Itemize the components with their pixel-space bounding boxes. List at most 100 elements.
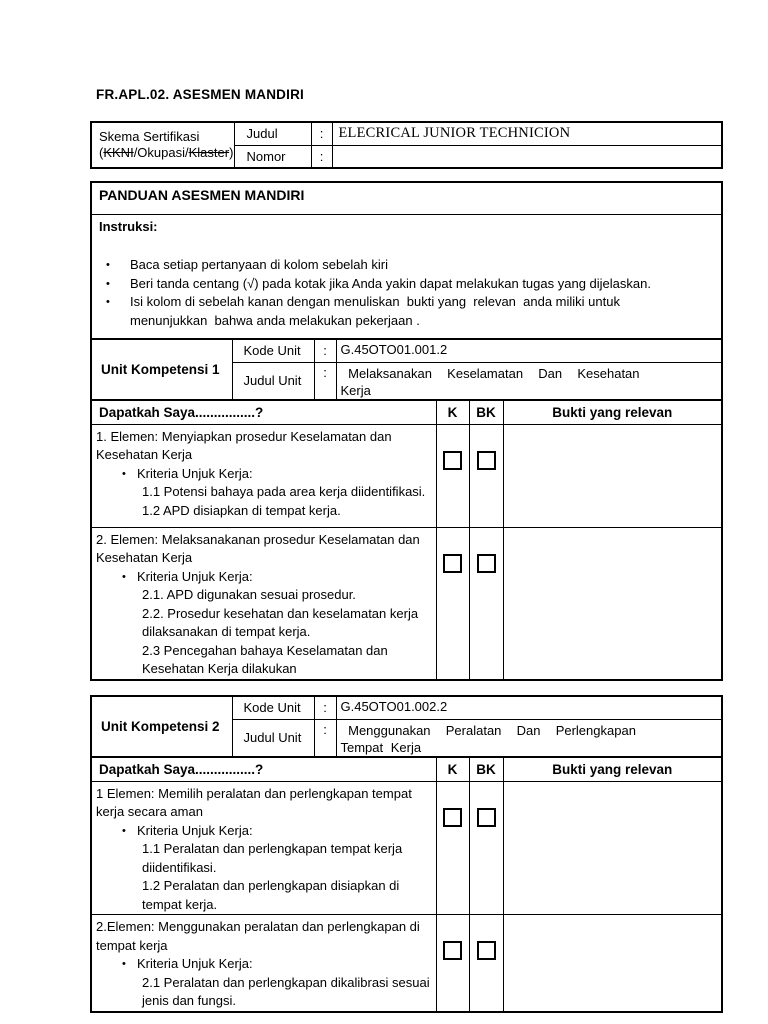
kuk-label: Kriteria Unjuk Kerja: — [137, 822, 253, 838]
question-header: Dapatkah Saya................? — [90, 399, 437, 425]
k-checkbox[interactable] — [443, 553, 462, 573]
bullet-icon: • — [122, 467, 126, 480]
bk-cell — [468, 423, 504, 528]
judul-unit-label: Judul Unit — [231, 361, 315, 400]
evidence-cell[interactable] — [502, 526, 723, 680]
kuk-line: • Kriteria Unjuk Kerja: — [122, 465, 432, 484]
page-title: FR.APL.02. ASESMEN MANDIRI — [96, 87, 304, 102]
k-checkbox[interactable] — [443, 450, 462, 470]
judul-unit-label: Judul Unit — [231, 718, 315, 757]
kode-unit-value: G.45OTO01.001.2 — [335, 338, 723, 363]
panduan-instructions: Instruksi: • Baca setiap pertanyaan di k… — [92, 215, 721, 338]
instruction-item: • Isi kolom di sebelah kanan dengan menu… — [99, 293, 713, 330]
kuk-line: • Kriteria Unjuk Kerja: — [122, 568, 432, 587]
colon: : — [313, 361, 337, 400]
criteria-item: 1.2 Peralatan dan perlengkapan disiapkan… — [142, 878, 400, 912]
bullet-icon: • — [122, 824, 126, 837]
bk-cell — [468, 526, 504, 680]
element-title: 1 Elemen: Memilih peralatan dan perlengk… — [96, 785, 412, 820]
colon: : — [313, 338, 337, 363]
criteria-item: 1.2 APD disiapkan di tempat kerja. — [142, 502, 341, 518]
kode-unit-label: Kode Unit — [231, 695, 315, 720]
colon: : — [313, 695, 337, 720]
colon: : — [310, 121, 333, 146]
k-checkbox[interactable] — [443, 807, 462, 827]
colon: : — [310, 144, 333, 169]
nomor-value[interactable] — [331, 144, 723, 169]
instruction-text: Baca setiap pertanyaan di kolom sebelah … — [130, 257, 388, 272]
kuk-line: • Kriteria Unjuk Kerja: — [122, 955, 432, 974]
bk-cell — [468, 780, 504, 915]
element-title: 2.Elemen: Menggunakan peralatan dan perl… — [96, 919, 420, 953]
criteria-item: 2.2. Prosedur kesehatan dan keselamatan … — [142, 605, 419, 640]
k-column-header: K — [435, 399, 470, 425]
kuk-label: Kriteria Unjuk Kerja: — [137, 465, 253, 481]
bullet-icon: • — [106, 259, 110, 271]
nomor-label: Nomor — [233, 144, 312, 169]
unit-kompetensi-2-table: Unit Kompetensi 2 Kode Unit : G.45OTO01.… — [90, 695, 723, 1013]
bk-column-header: BK — [468, 399, 504, 425]
judul-label: Judul — [233, 121, 312, 146]
element-cell: 1. Elemen: Menyiapkan prosedur Keselamat… — [90, 423, 437, 528]
question-header: Dapatkah Saya................? — [90, 756, 437, 782]
evidence-column-header: Bukti yang relevan — [502, 756, 723, 782]
scheme-line1: Skema Sertifikasi — [99, 128, 200, 144]
judul-unit-value: Melaksanakan Keselamatan Dan Kesehatan K… — [335, 361, 723, 400]
criteria-item: 2.3 Pencegahan bahaya Keselamatan dan Ke… — [142, 642, 388, 677]
kuk-label: Kriteria Unjuk Kerja: — [137, 568, 253, 584]
bk-checkbox[interactable] — [476, 553, 496, 573]
evidence-cell[interactable] — [502, 423, 723, 528]
panduan-title: PANDUAN ASESMEN MANDIRI — [92, 183, 721, 215]
element-title: 2. Elemen: Melaksanakanan prosedur Kesel… — [96, 531, 420, 566]
bullet-icon: • — [122, 958, 126, 970]
table-row: 1. Elemen: Menyiapkan prosedur Keselamat… — [90, 423, 723, 528]
struck-kkni: KKNI — [103, 145, 134, 160]
bk-checkbox[interactable] — [476, 941, 496, 960]
unit-name: Unit Kompetensi 1 — [90, 338, 233, 400]
bk-checkbox[interactable] — [476, 450, 496, 470]
element-cell: 1 Elemen: Memilih peralatan dan perlengk… — [90, 780, 437, 915]
k-cell — [435, 914, 470, 1012]
element-cell: 2.Elemen: Menggunakan peralatan dan perl… — [90, 914, 437, 1012]
evidence-cell[interactable] — [502, 780, 723, 915]
element-title: 1. Elemen: Menyiapkan prosedur Keselamat… — [96, 428, 392, 463]
bk-column-header: BK — [468, 756, 504, 782]
bullet-icon: • — [106, 296, 110, 308]
k-cell — [435, 526, 470, 680]
instruction-text: Isi kolom di sebelah kanan dengan menuli… — [130, 294, 620, 328]
k-cell — [435, 423, 470, 528]
bk-checkbox[interactable] — [476, 807, 496, 827]
instruction-item: • Baca setiap pertanyaan di kolom sebela… — [99, 256, 713, 275]
k-cell — [435, 780, 470, 915]
k-checkbox[interactable] — [443, 941, 462, 960]
instruction-text: Beri tanda centang (√) pada kotak jika A… — [130, 275, 651, 291]
table-row: 1 Elemen: Memilih peralatan dan perlengk… — [90, 780, 723, 915]
unit-name: Unit Kompetensi 2 — [90, 695, 233, 757]
instruction-item: • Beri tanda centang (√) pada kotak jika… — [99, 275, 713, 294]
unit-kompetensi-1-table: Unit Kompetensi 1 Kode Unit : G.45OTO01.… — [90, 338, 723, 681]
evidence-column-header: Bukti yang relevan — [502, 399, 723, 425]
panduan-section: PANDUAN ASESMEN MANDIRI Instruksi: • Bac… — [90, 181, 723, 340]
k-column-header: K — [435, 756, 470, 782]
kode-unit-label: Kode Unit — [231, 338, 315, 363]
struck-klaster: Klaster — [188, 145, 230, 160]
scheme-label-cell: Skema Sertifikasi (KKNI/Okupasi/Klaster) — [90, 121, 235, 169]
instructions-label: Instruksi: — [99, 219, 158, 234]
criteria-item: 2.1 Peralatan dan perlengkapan dikalibra… — [142, 974, 430, 1009]
table-row: 2. Elemen: Melaksanakanan prosedur Kesel… — [90, 526, 723, 680]
criteria-item: 1.1 Potensi bahaya pada area kerja diide… — [142, 484, 426, 499]
scheme-line2: (KKNI/Okupasi/Klaster) — [99, 145, 234, 160]
bullet-icon: • — [106, 277, 110, 290]
criteria-item: 2.1. APD digunakan sesuai prosedur. — [142, 587, 356, 602]
bullet-icon: • — [122, 570, 126, 583]
kuk-label: Kriteria Unjuk Kerja: — [137, 956, 253, 971]
criteria-item: 1.1 Peralatan dan perlengkapan tempat ke… — [142, 841, 403, 875]
colon: : — [313, 718, 337, 757]
kuk-line: • Kriteria Unjuk Kerja: — [122, 822, 432, 841]
table-row: 2.Elemen: Menggunakan peralatan dan perl… — [90, 914, 723, 1012]
evidence-cell[interactable] — [502, 914, 723, 1012]
bk-cell — [468, 914, 504, 1012]
kode-unit-value: G.45OTO01.002.2 — [335, 695, 723, 720]
judul-unit-value: Menggunakan Peralatan Dan Perlengkapan T… — [335, 718, 723, 757]
